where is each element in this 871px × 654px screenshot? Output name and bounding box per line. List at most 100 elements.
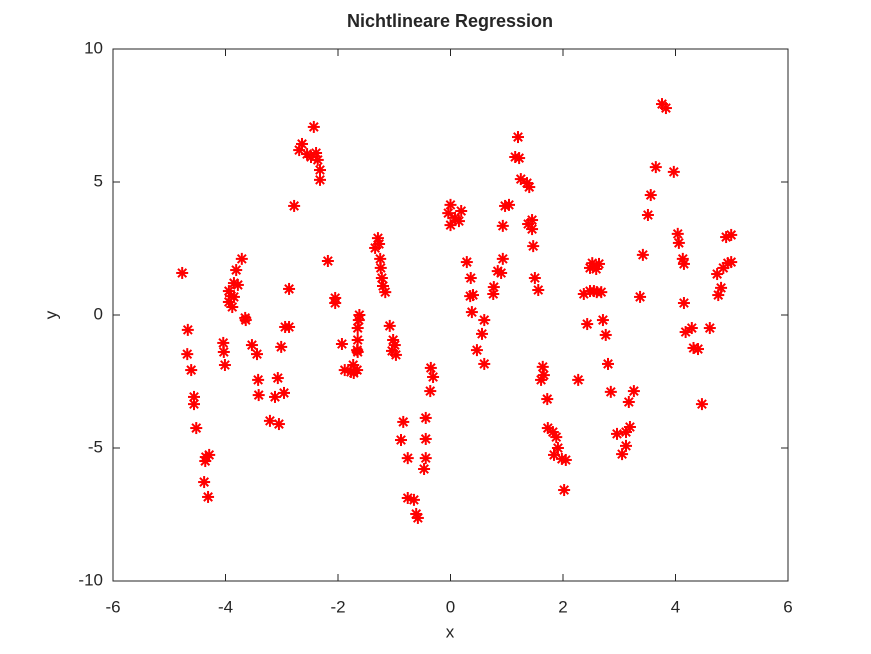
marker-stroke [398,417,409,427]
marker-stroke [677,253,688,264]
marker-stroke [688,343,699,353]
marker-stroke [189,392,199,402]
point [659,102,672,115]
marker-stroke [628,386,639,396]
marker-stroke [515,174,526,184]
marker-stroke [538,370,549,381]
point [703,322,716,335]
point [679,326,692,339]
marker-stroke [668,166,679,177]
marker-stroke [556,453,567,464]
point [634,290,647,303]
marker-stroke [425,363,436,373]
marker-stroke [510,152,521,162]
point [181,323,194,336]
marker-stroke [466,307,477,317]
point [593,257,605,270]
marker-stroke [265,415,275,426]
marker-stroke [454,216,464,227]
point [311,153,324,166]
marker-stroke [679,259,689,269]
y-tick-label: -10 [78,570,103,589]
point [476,327,488,340]
marker-stroke [396,435,406,445]
point [389,348,402,361]
point [528,272,541,285]
point [550,431,563,444]
point [353,309,366,321]
marker-stroke [425,386,436,396]
point [190,422,203,435]
marker-stroke [679,298,689,308]
marker-stroke [284,322,294,332]
point [235,252,248,265]
point [496,219,509,232]
point [715,281,728,294]
marker-stroke [553,443,563,453]
point [419,411,432,424]
marker-stroke [223,286,234,296]
marker-stroke [661,103,671,113]
point [199,455,212,468]
point [599,328,612,341]
marker-stroke [596,287,607,298]
marker-stroke [704,323,715,333]
point [478,314,491,327]
point [227,290,240,303]
point [503,198,515,211]
point [526,223,539,236]
point [692,343,704,356]
point [288,199,301,212]
chart-title: Nichtlineare Regression [347,11,553,31]
point [465,306,478,319]
marker-stroke [528,241,539,252]
marker-stroke [497,253,508,264]
marker-stroke [672,228,683,239]
marker-stroke [182,324,193,335]
point [263,414,276,427]
point [252,373,265,386]
marker-stroke [547,427,558,437]
point [627,385,640,398]
marker-stroke [527,215,537,225]
point [622,395,635,408]
point [351,334,364,347]
point [375,272,388,285]
point [444,219,457,232]
plot-frame [112,48,789,582]
marker-stroke [635,292,645,302]
point [226,301,239,314]
marker-stroke [352,365,363,375]
marker-stroke [274,419,284,429]
marker-stroke [533,285,544,295]
point [351,364,364,377]
marker-stroke [461,257,472,267]
point [595,286,608,299]
point [374,261,387,274]
point [407,493,420,506]
y-tick-label: -5 [88,437,103,456]
marker-stroke [605,386,616,397]
marker-stroke [603,359,613,369]
marker-stroke [297,139,307,149]
marker-stroke [218,347,229,357]
point [487,281,500,294]
marker-stroke [376,273,387,283]
marker-stroke [220,360,230,370]
marker-stroke [311,148,321,158]
point [218,359,231,372]
point [271,372,284,385]
marker-stroke [582,319,593,329]
marker-stroke [527,224,537,234]
point [478,357,491,370]
point [418,463,431,476]
marker-stroke [600,330,611,340]
x-tick-label: -2 [330,597,345,616]
point [307,120,320,133]
marker-stroke [253,390,264,400]
point [464,272,477,285]
point [251,348,263,361]
marker-stroke [272,373,283,383]
marker-stroke [378,281,388,291]
